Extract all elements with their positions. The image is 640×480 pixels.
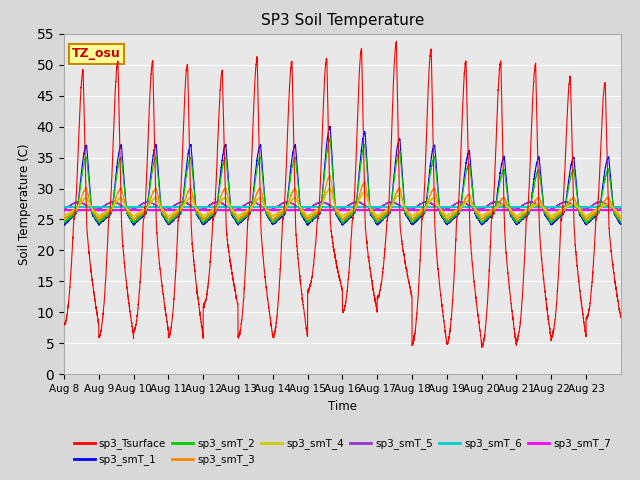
sp3_smT_6 — [393, 204, 401, 210]
sp3_smT_6 — [60, 204, 68, 210]
sp3_smT_3 — [537, 200, 545, 205]
sp3_smT_5 — [544, 207, 552, 213]
sp3_smT_6 — [371, 205, 379, 211]
Line: sp3_smT_3: sp3_smT_3 — [64, 176, 621, 220]
Line: sp3_Tsurface: sp3_Tsurface — [64, 41, 621, 348]
sp3_smT_6 — [537, 204, 545, 210]
sp3_smT_3 — [523, 208, 531, 214]
sp3_smT_2 — [393, 157, 401, 163]
sp3_Tsurface — [363, 241, 371, 247]
sp3_smT_3 — [175, 208, 183, 214]
sp3_smT_5 — [598, 198, 605, 204]
sp3_smT_4 — [364, 195, 371, 201]
Text: TZ_osu: TZ_osu — [72, 48, 121, 60]
sp3_Tsurface — [617, 314, 625, 320]
sp3_smT_5 — [393, 201, 401, 207]
sp3_smT_6 — [170, 204, 177, 209]
sp3_smT_2 — [495, 183, 503, 189]
sp3_smT_7 — [537, 207, 545, 213]
sp3_smT_2 — [60, 219, 68, 225]
Line: sp3_smT_6: sp3_smT_6 — [64, 206, 621, 208]
sp3_smT_1 — [495, 175, 503, 181]
sp3_smT_7 — [617, 207, 625, 213]
sp3_smT_3 — [617, 216, 625, 222]
sp3_Tsurface — [537, 249, 545, 255]
sp3_smT_3 — [269, 217, 276, 223]
sp3_Tsurface — [495, 66, 503, 72]
sp3_smT_2 — [523, 212, 531, 217]
sp3_smT_4 — [326, 185, 334, 191]
sp3_smT_3 — [364, 191, 371, 196]
sp3_smT_5 — [175, 200, 183, 205]
sp3_smT_6 — [617, 204, 625, 210]
sp3_smT_7 — [393, 207, 401, 213]
Line: sp3_smT_1: sp3_smT_1 — [64, 126, 621, 225]
sp3_smT_1 — [393, 145, 401, 151]
sp3_smT_2 — [175, 210, 183, 216]
sp3_Tsurface — [393, 69, 401, 74]
sp3_smT_4 — [304, 214, 312, 220]
sp3_smT_4 — [617, 214, 625, 219]
sp3_Tsurface — [478, 345, 486, 350]
sp3_Tsurface — [175, 209, 183, 215]
sp3_smT_7 — [95, 208, 102, 214]
sp3_smT_2 — [537, 182, 545, 188]
sp3_Tsurface — [60, 322, 68, 327]
sp3_smT_5 — [523, 200, 531, 206]
sp3_smT_1 — [617, 221, 625, 227]
sp3_smT_5 — [60, 206, 68, 212]
sp3_smT_7 — [189, 207, 196, 213]
sp3_smT_6 — [176, 204, 184, 210]
sp3_smT_4 — [495, 202, 503, 208]
Line: sp3_smT_2: sp3_smT_2 — [64, 139, 621, 224]
sp3_smT_5 — [617, 206, 625, 212]
sp3_smT_3 — [495, 200, 503, 205]
sp3_smT_4 — [537, 203, 545, 208]
sp3_Tsurface — [392, 38, 400, 44]
sp3_smT_7 — [364, 207, 371, 213]
sp3_smT_7 — [176, 207, 184, 213]
sp3_Tsurface — [523, 215, 531, 220]
sp3_smT_2 — [617, 219, 625, 225]
sp3_smT_6 — [523, 204, 531, 210]
sp3_smT_1 — [537, 175, 545, 180]
sp3_smT_4 — [523, 206, 531, 212]
sp3_smT_5 — [537, 204, 545, 210]
sp3_smT_7 — [60, 207, 68, 213]
sp3_smT_1 — [326, 123, 334, 129]
Legend: sp3_Tsurface, sp3_smT_1, sp3_smT_2, sp3_smT_3, sp3_smT_4, sp3_smT_5, sp3_smT_6, : sp3_Tsurface, sp3_smT_1, sp3_smT_2, sp3_… — [70, 434, 615, 469]
Line: sp3_smT_7: sp3_smT_7 — [64, 210, 621, 211]
sp3_smT_1 — [304, 222, 312, 228]
sp3_smT_2 — [339, 221, 346, 227]
sp3_smT_3 — [60, 216, 68, 222]
sp3_smT_1 — [364, 163, 371, 169]
sp3_smT_5 — [495, 200, 503, 205]
sp3_smT_2 — [326, 136, 334, 142]
sp3_smT_1 — [60, 221, 68, 227]
sp3_smT_2 — [364, 170, 371, 176]
sp3_smT_7 — [523, 207, 531, 213]
sp3_smT_6 — [495, 204, 503, 210]
sp3_smT_1 — [175, 211, 183, 217]
sp3_smT_3 — [326, 173, 333, 179]
Y-axis label: Soil Temperature (C): Soil Temperature (C) — [18, 143, 31, 265]
Title: SP3 Soil Temperature: SP3 Soil Temperature — [260, 13, 424, 28]
sp3_smT_3 — [393, 188, 401, 194]
sp3_smT_4 — [175, 206, 183, 212]
sp3_smT_4 — [393, 194, 401, 200]
sp3_smT_6 — [364, 204, 371, 210]
sp3_smT_1 — [523, 212, 531, 218]
sp3_smT_5 — [363, 204, 371, 210]
Line: sp3_smT_4: sp3_smT_4 — [64, 188, 621, 217]
Line: sp3_smT_5: sp3_smT_5 — [64, 201, 621, 210]
sp3_smT_7 — [495, 207, 503, 213]
sp3_smT_4 — [60, 213, 68, 218]
X-axis label: Time: Time — [328, 400, 357, 413]
